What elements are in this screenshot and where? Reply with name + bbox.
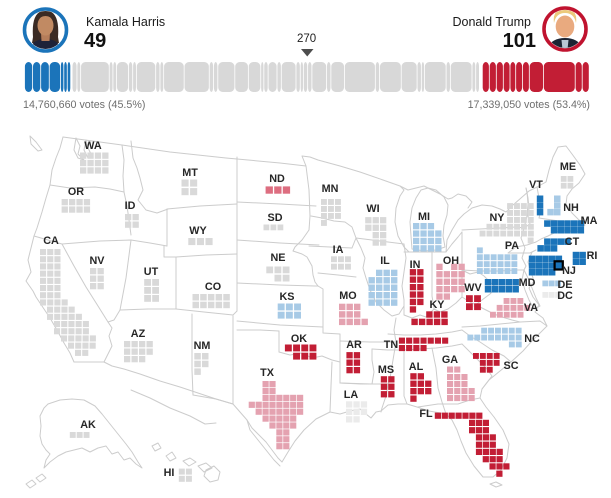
svg-text:WV: WV	[464, 282, 482, 294]
svg-text:FL: FL	[419, 408, 433, 420]
svg-text:OK: OK	[291, 333, 307, 345]
svg-text:VA: VA	[524, 302, 538, 314]
svg-text:OR: OR	[68, 186, 84, 198]
svg-text:NM: NM	[194, 340, 211, 352]
svg-text:AK: AK	[80, 419, 96, 431]
svg-text:MT: MT	[182, 167, 198, 179]
svg-text:SC: SC	[504, 360, 519, 372]
svg-text:HI: HI	[164, 467, 175, 479]
svg-text:CA: CA	[43, 235, 59, 247]
svg-text:ID: ID	[125, 200, 136, 212]
svg-text:NC: NC	[524, 333, 540, 345]
svg-text:AL: AL	[409, 361, 424, 373]
svg-text:TX: TX	[260, 367, 275, 379]
svg-text:KY: KY	[430, 299, 446, 311]
svg-text:SD: SD	[268, 212, 283, 224]
svg-text:VT: VT	[529, 179, 543, 191]
svg-text:WY: WY	[189, 225, 207, 237]
svg-text:ND: ND	[269, 173, 285, 185]
svg-text:ME: ME	[560, 161, 576, 173]
svg-text:MN: MN	[322, 183, 339, 195]
svg-text:LA: LA	[344, 389, 359, 401]
svg-text:GA: GA	[442, 354, 458, 366]
svg-text:MA: MA	[581, 215, 598, 227]
svg-text:CT: CT	[565, 236, 580, 248]
svg-text:CO: CO	[205, 281, 221, 293]
svg-text:PA: PA	[505, 240, 519, 252]
svg-text:RI: RI	[587, 250, 598, 262]
svg-text:MD: MD	[519, 277, 536, 289]
svg-text:KS: KS	[280, 291, 295, 303]
svg-text:IA: IA	[333, 244, 344, 256]
svg-text:NY: NY	[490, 212, 506, 224]
svg-text:MS: MS	[378, 364, 394, 376]
svg-text:IN: IN	[410, 259, 421, 271]
svg-text:WI: WI	[366, 203, 379, 215]
svg-text:OH: OH	[443, 255, 459, 267]
svg-text:NV: NV	[90, 255, 106, 267]
svg-text:AR: AR	[346, 339, 362, 351]
svg-text:NJ: NJ	[562, 265, 576, 277]
svg-text:TN: TN	[384, 339, 399, 351]
svg-text:IL: IL	[380, 255, 390, 267]
svg-text:WA: WA	[84, 140, 102, 152]
svg-text:DE: DE	[558, 279, 573, 291]
svg-text:NE: NE	[271, 252, 286, 264]
svg-text:MO: MO	[339, 290, 356, 302]
svg-text:DC: DC	[557, 290, 573, 302]
svg-text:UT: UT	[144, 266, 159, 278]
svg-text:MI: MI	[418, 211, 430, 223]
svg-text:AZ: AZ	[131, 328, 146, 340]
svg-text:NH: NH	[563, 202, 579, 214]
